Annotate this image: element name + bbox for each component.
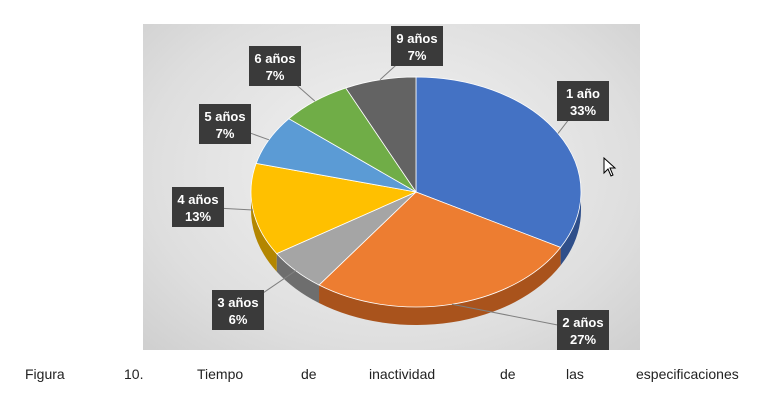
slice-9-anos-data-label: 9 años 7% <box>391 26 443 66</box>
slice-1-ano-percent-label: 33% <box>570 103 596 118</box>
slice-2-anos-label-box <box>557 310 609 350</box>
chart-area: 1 año 33% 2 años 27% 3 años 6% 4 años 13% 5 años… <box>143 24 640 350</box>
caption-word-8: especificaciones <box>636 366 739 382</box>
slice-1-ano-label-box <box>557 81 609 121</box>
slice-5-anos-category-label: 5 años <box>204 109 245 124</box>
slice-4-anos-label-box <box>172 187 224 227</box>
caption-word-6: de <box>500 366 516 382</box>
slice-9-anos-percent-label: 7% <box>408 48 427 63</box>
slice-3-anos-category-label: 3 años <box>217 295 258 310</box>
slice-1-ano-data-label: 1 año 33% <box>557 81 609 121</box>
slice-9-anos-category-label: 9 años <box>396 31 437 46</box>
slice-6-anos-data-label: 6 años 7% <box>249 46 301 86</box>
slice-5-anos-label-box <box>199 104 251 144</box>
slice-9-anos-label-box <box>391 26 443 66</box>
slice-4-anos-percent-label: 13% <box>185 209 211 224</box>
slice-5-anos-percent-label: 7% <box>216 126 235 141</box>
slice-2-anos-category-label: 2 años <box>562 315 603 330</box>
slice-3-anos-side <box>276 253 320 304</box>
caption-word-5: inactividad <box>369 366 436 382</box>
slice-3-anos-data-label: 3 años 6% <box>212 290 264 330</box>
slice-6-anos-label-box <box>249 46 301 86</box>
slice-2-anos-side <box>319 247 561 325</box>
caption-word-4: de <box>301 366 317 382</box>
slice-3-anos-percent-label: 6% <box>229 312 248 327</box>
slice-4-anos <box>250 162 418 255</box>
slice-1-ano-category-label: 1 año <box>566 86 600 101</box>
slice-2-anos <box>318 191 562 308</box>
slice-2-anos-data-label: 2 años 27% <box>557 310 609 350</box>
slice-3-anos-label-box <box>212 290 264 330</box>
caption-word-7: las <box>566 366 584 382</box>
caption-word-2: 10. <box>124 366 144 382</box>
slice-4-anos-data-label: 4 años 13% <box>172 187 224 227</box>
caption-word-3: Tiempo <box>197 366 244 382</box>
slice-4-anos-category-label: 4 años <box>177 192 218 207</box>
slice-1-ano-side <box>560 192 581 266</box>
mouse-cursor-icon <box>603 156 617 182</box>
caption-word-1: Figura <box>25 366 65 382</box>
slice-2-anos-percent-label: 27% <box>570 332 596 347</box>
pie-chart: 1 año 33% 2 años 27% 3 años 6% 4 años 13% 5 años… <box>172 26 609 350</box>
slice-6-anos-category-label: 6 años <box>254 51 295 66</box>
slice-9-anos <box>345 76 417 194</box>
slice-5-anos-data-label: 5 años 7% <box>199 104 251 144</box>
slice-6-anos-percent-label: 7% <box>266 68 285 83</box>
slice-4-anos-side <box>251 192 277 272</box>
